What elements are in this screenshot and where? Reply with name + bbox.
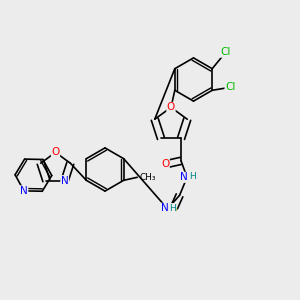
- Text: CH₃: CH₃: [139, 173, 156, 182]
- Text: N: N: [61, 176, 68, 186]
- Text: O: O: [167, 102, 175, 112]
- Text: N: N: [20, 186, 28, 196]
- Text: H: H: [169, 204, 176, 213]
- Text: Cl: Cl: [220, 47, 231, 57]
- Text: H: H: [189, 172, 196, 181]
- Text: O: O: [51, 147, 60, 158]
- Text: N: N: [181, 172, 188, 182]
- Text: S: S: [170, 204, 177, 214]
- Text: N: N: [161, 203, 168, 213]
- Text: Cl: Cl: [225, 82, 236, 92]
- Text: O: O: [161, 159, 169, 169]
